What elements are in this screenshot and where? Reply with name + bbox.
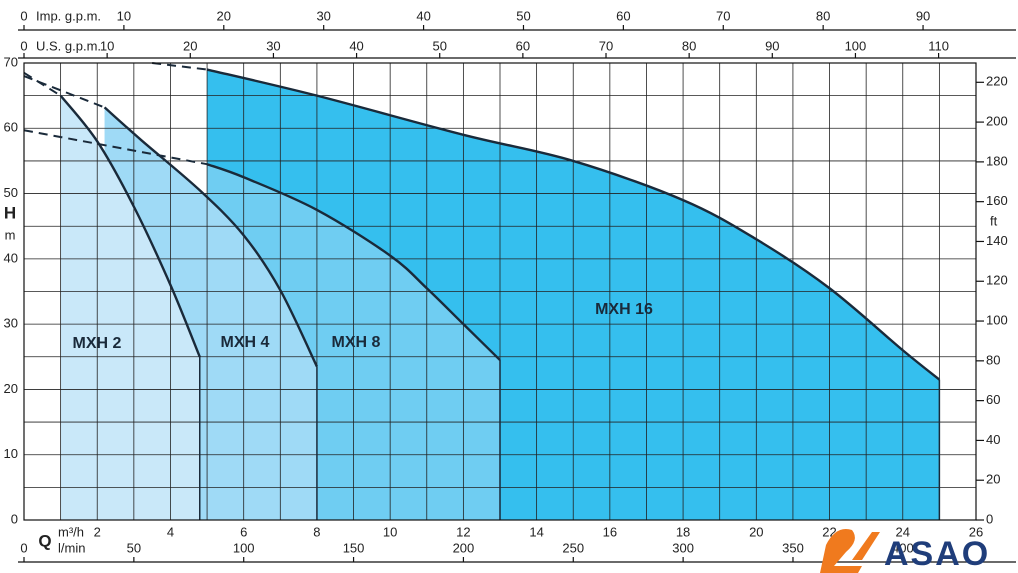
y2-tick-label: 200: [986, 114, 1008, 129]
y2-tick-label: 140: [986, 233, 1008, 248]
top-tick-label: 100: [845, 38, 867, 53]
y-tick-label: 0: [11, 511, 18, 526]
top-tick-label: 50: [516, 8, 530, 23]
top-tick-label: 60: [616, 8, 630, 23]
y2-tick-label: 180: [986, 153, 1008, 168]
y2-tick-label: 120: [986, 273, 1008, 288]
bottom-tick-label: 200: [453, 540, 475, 555]
y2-tick-label: 20: [986, 472, 1000, 487]
top-tick-label: 0: [20, 8, 27, 23]
y-axis-label: H: [4, 203, 16, 222]
shutoff-dash: [152, 62, 208, 71]
watermark-logo: [852, 532, 880, 560]
y-tick-label: 20: [4, 381, 18, 396]
y-tick-label: 30: [4, 316, 18, 331]
top-tick-label: 90: [765, 38, 779, 53]
y-tick-label: 50: [4, 185, 18, 200]
top-tick-label: 50: [432, 38, 446, 53]
bottom-tick-label: 250: [562, 540, 584, 555]
watermark-logo: [820, 529, 862, 573]
top-axis-label: U.S. g.p.m.: [36, 38, 101, 53]
series-label: MXH 8: [332, 334, 381, 351]
bottom-tick-label: 100: [233, 540, 255, 555]
top-tick-label: 20: [217, 8, 231, 23]
bottom-tick-label: 0: [20, 540, 27, 555]
pump-curve: [206, 68, 941, 381]
pump-curve: [103, 106, 319, 368]
top-axis-label: Imp. g.p.m.: [36, 8, 101, 23]
pump-curve: [206, 163, 501, 361]
top-tick-label: 30: [316, 8, 330, 23]
bottom-tick-label: 50: [127, 540, 141, 555]
x-tick-label: 12: [456, 524, 470, 539]
top-tick-label: 30: [266, 38, 280, 53]
x-tick-label: 10: [383, 524, 397, 539]
plot-frame: [23, 62, 977, 521]
y2-tick-label: 160: [986, 193, 1008, 208]
top-tick-label: 60: [516, 38, 530, 53]
top-tick-label: 80: [816, 8, 830, 23]
y-tick-label: 70: [4, 54, 18, 69]
shutoff-dash: [23, 129, 208, 166]
y2-tick-label: 0: [986, 511, 993, 526]
bottom-tick-label: 350: [782, 540, 804, 555]
y-tick-label: 10: [4, 446, 18, 461]
watermark: ASAO: [820, 529, 990, 573]
y-tick-label: 60: [4, 120, 18, 135]
shutoff-dash: [23, 71, 62, 97]
top-tick-label: 10: [100, 38, 114, 53]
top-tick-label: 20: [183, 38, 197, 53]
top-tick-label: 10: [117, 8, 131, 23]
x-tick-label: 6: [240, 524, 247, 539]
top-tick-label: 70: [716, 8, 730, 23]
x-tick-label: 8: [313, 524, 320, 539]
x-tick-label: 14: [529, 524, 543, 539]
series-label: MXH 4: [221, 334, 270, 351]
x-tick-label: 2: [94, 524, 101, 539]
bottom-tick-label: 300: [672, 540, 694, 555]
bottom-tick-label: 150: [343, 540, 365, 555]
watermark-text: ASAO: [884, 535, 990, 573]
y-axis-unit: m: [5, 227, 16, 242]
top-tick-label: 40: [416, 8, 430, 23]
x-axis-label: Q: [38, 531, 51, 550]
x-tick-label: 16: [603, 524, 617, 539]
y2-tick-label: 40: [986, 432, 1000, 447]
y-tick-label: 40: [4, 250, 18, 265]
top-tick-label: 40: [349, 38, 363, 53]
y2-tick-label: 60: [986, 392, 1000, 407]
y2-tick-label: 80: [986, 352, 1000, 367]
x-tick-label: 26: [969, 524, 983, 539]
series-label: MXH 16: [595, 301, 653, 318]
pump-curve: [59, 94, 201, 358]
top-tick-label: 70: [599, 38, 613, 53]
top-tick-label: 90: [916, 8, 930, 23]
top-tick-label: 80: [682, 38, 696, 53]
bottom-axis-label: l/min: [58, 540, 85, 555]
pump-area: [60, 95, 200, 521]
y2-tick-label: 100: [986, 312, 1008, 327]
series-label: MXH 2: [73, 335, 122, 352]
x-tick-label: 18: [676, 524, 690, 539]
top-tick-label: 0: [20, 38, 27, 53]
bottom-tick-label: 400: [892, 540, 914, 555]
x-tick-label: 4: [167, 524, 174, 539]
top-tick-label: 110: [928, 38, 949, 53]
y2-tick-label: 220: [986, 74, 1008, 89]
x-tick-label: 20: [749, 524, 763, 539]
y2-axis-unit: ft: [990, 213, 998, 228]
x-tick-label: 24: [896, 524, 910, 539]
x-axis-unit: m³/h: [58, 524, 84, 539]
